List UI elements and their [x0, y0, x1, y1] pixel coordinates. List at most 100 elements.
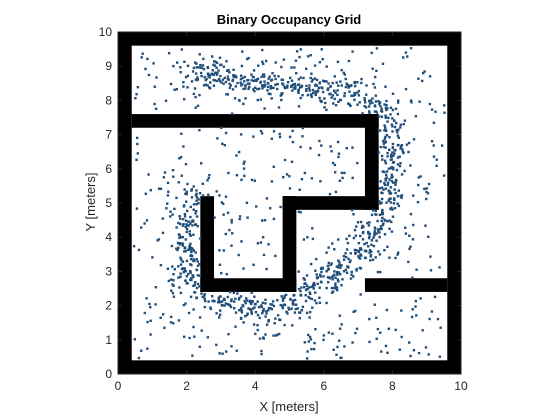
sample-point	[383, 137, 386, 141]
sample-point	[355, 225, 358, 228]
sample-point	[443, 104, 446, 107]
sample-point	[353, 92, 356, 95]
sample-point	[135, 158, 138, 161]
sample-point	[353, 93, 357, 97]
sample-point	[297, 91, 300, 94]
sample-point	[384, 85, 387, 88]
sample-point	[229, 305, 233, 309]
sample-point	[367, 224, 371, 227]
sample-point	[307, 286, 311, 289]
sample-point	[186, 74, 190, 77]
sample-point	[377, 100, 380, 103]
occupied-cells	[118, 32, 461, 374]
sample-point	[190, 277, 193, 280]
sample-point	[154, 303, 157, 306]
sample-point	[198, 192, 202, 195]
sample-point	[353, 98, 356, 101]
sample-point	[330, 150, 333, 153]
sample-point	[390, 230, 394, 233]
sample-point	[238, 99, 241, 102]
sample-point	[195, 62, 198, 65]
sample-point	[154, 107, 158, 110]
sample-point	[307, 55, 310, 58]
sample-point	[396, 156, 400, 159]
sample-point	[175, 196, 178, 200]
sample-point	[363, 105, 366, 108]
sample-point	[359, 220, 363, 224]
sample-point	[177, 319, 181, 322]
sample-point	[192, 233, 195, 236]
sample-point	[198, 345, 201, 348]
sample-point	[162, 313, 165, 316]
sample-point	[196, 76, 199, 79]
sample-point	[374, 256, 377, 259]
sample-point	[338, 263, 341, 267]
sample-point	[227, 171, 230, 175]
sample-point	[329, 263, 332, 267]
sample-point	[294, 307, 297, 311]
sample-point	[265, 59, 268, 63]
sample-point	[380, 154, 384, 158]
sample-point	[166, 194, 170, 197]
sample-point	[223, 144, 226, 147]
sample-point	[297, 270, 300, 273]
sample-point	[199, 71, 203, 75]
sample-point	[259, 98, 262, 101]
sample-point	[328, 277, 332, 280]
sample-point	[197, 202, 200, 205]
sample-point	[218, 313, 222, 316]
sample-point	[262, 73, 266, 76]
sample-point	[172, 322, 175, 325]
sample-point	[359, 253, 362, 256]
sample-point	[376, 270, 380, 274]
sample-point	[230, 221, 233, 224]
sample-point	[256, 77, 260, 80]
sample-point	[394, 183, 397, 186]
sample-point	[182, 218, 185, 221]
sample-point	[143, 311, 146, 315]
sample-point	[277, 75, 280, 78]
sample-point	[264, 315, 267, 318]
sample-point	[235, 349, 238, 352]
sample-point	[256, 98, 259, 102]
sample-point	[185, 275, 189, 278]
sample-point	[203, 293, 206, 296]
sample-point	[232, 68, 235, 71]
sample-point	[322, 338, 325, 342]
sample-point	[225, 60, 228, 63]
sample-point	[166, 267, 170, 270]
sample-point	[225, 273, 228, 276]
sample-point	[318, 301, 322, 304]
sample-point	[369, 259, 372, 262]
sample-point	[212, 78, 215, 82]
sample-point	[391, 146, 394, 149]
sample-point	[153, 85, 156, 88]
y-axis-label: Y [meters]	[83, 172, 98, 231]
sample-point	[247, 307, 250, 310]
sample-point	[355, 249, 358, 252]
sample-point	[432, 144, 435, 147]
sample-point	[347, 59, 351, 63]
sample-point	[397, 128, 400, 131]
sample-point	[331, 278, 334, 281]
sample-point	[134, 97, 137, 100]
sample-point	[389, 113, 392, 116]
sample-point	[394, 107, 398, 110]
sample-point	[348, 103, 351, 106]
sample-point	[246, 299, 249, 302]
sample-point	[152, 62, 155, 65]
sample-point	[347, 102, 350, 105]
sample-point	[336, 93, 339, 97]
sample-point	[218, 79, 222, 83]
sample-point	[146, 57, 149, 61]
sample-point	[299, 96, 302, 100]
sample-point	[404, 87, 408, 91]
sample-point	[331, 81, 334, 85]
sample-point	[338, 314, 341, 317]
sample-point	[339, 273, 342, 276]
sample-point	[260, 305, 263, 309]
sample-point	[348, 260, 352, 264]
sample-point	[389, 207, 392, 210]
sample-point	[331, 290, 335, 293]
sample-point	[329, 85, 332, 88]
